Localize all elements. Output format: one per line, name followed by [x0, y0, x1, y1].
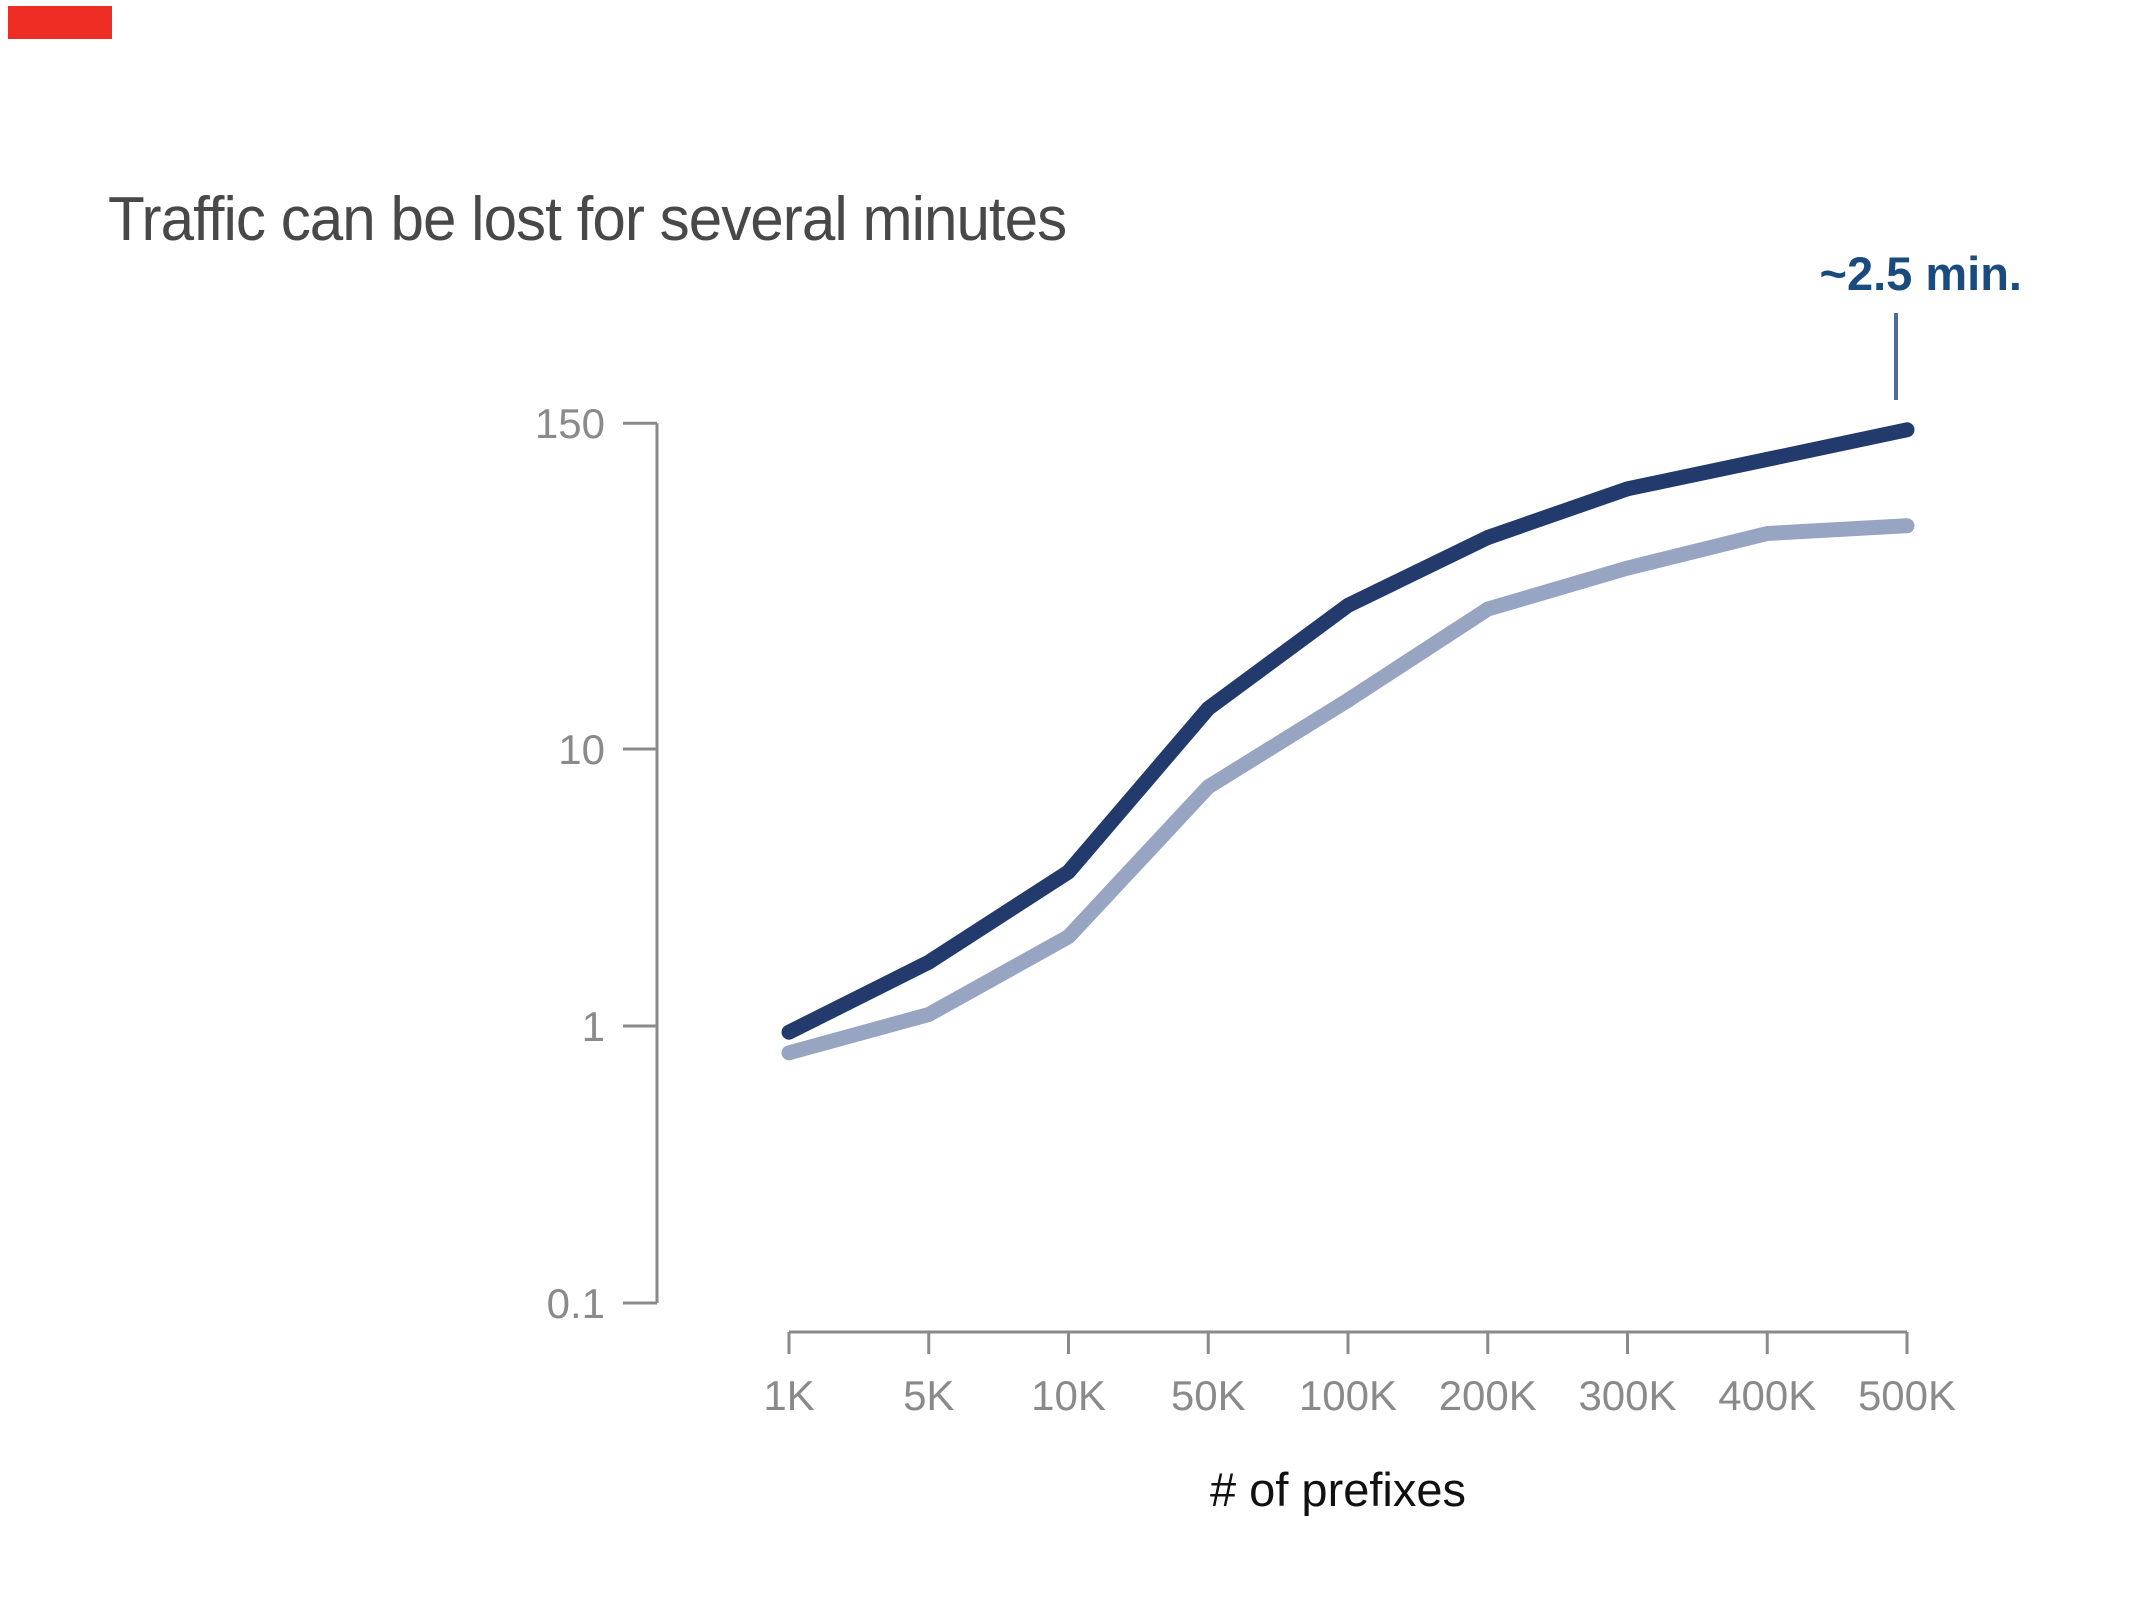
page-title: Traffic can be lost for several minutes [108, 185, 1067, 254]
y-tick-label: 150 [535, 400, 605, 447]
x-tick-label: 300K [1578, 1372, 1676, 1419]
y-tick-label: 1 [582, 1003, 605, 1050]
x-tick-label: 5K [903, 1372, 954, 1419]
annotation-2-5-min: ~2.5 min. [1819, 247, 2022, 300]
x-tick-label: 500K [1858, 1372, 1956, 1419]
red-corner-bar [8, 6, 112, 39]
x-tick-label: 200K [1439, 1372, 1537, 1419]
dark-navy-line [781, 422, 1915, 1040]
x-tick-label: 50K [1171, 1372, 1246, 1419]
y-tick-label: 0.1 [547, 1280, 605, 1327]
x-axis-title: # of prefixes [1209, 1463, 1467, 1516]
x-tick-label: 400K [1718, 1372, 1816, 1419]
y-tick-label: 10 [558, 726, 605, 773]
x-tick-label: 1K [763, 1372, 814, 1419]
light-blue-line [781, 518, 1915, 1061]
x-tick-label: 10K [1031, 1372, 1106, 1419]
x-tick-label: 100K [1299, 1372, 1397, 1419]
